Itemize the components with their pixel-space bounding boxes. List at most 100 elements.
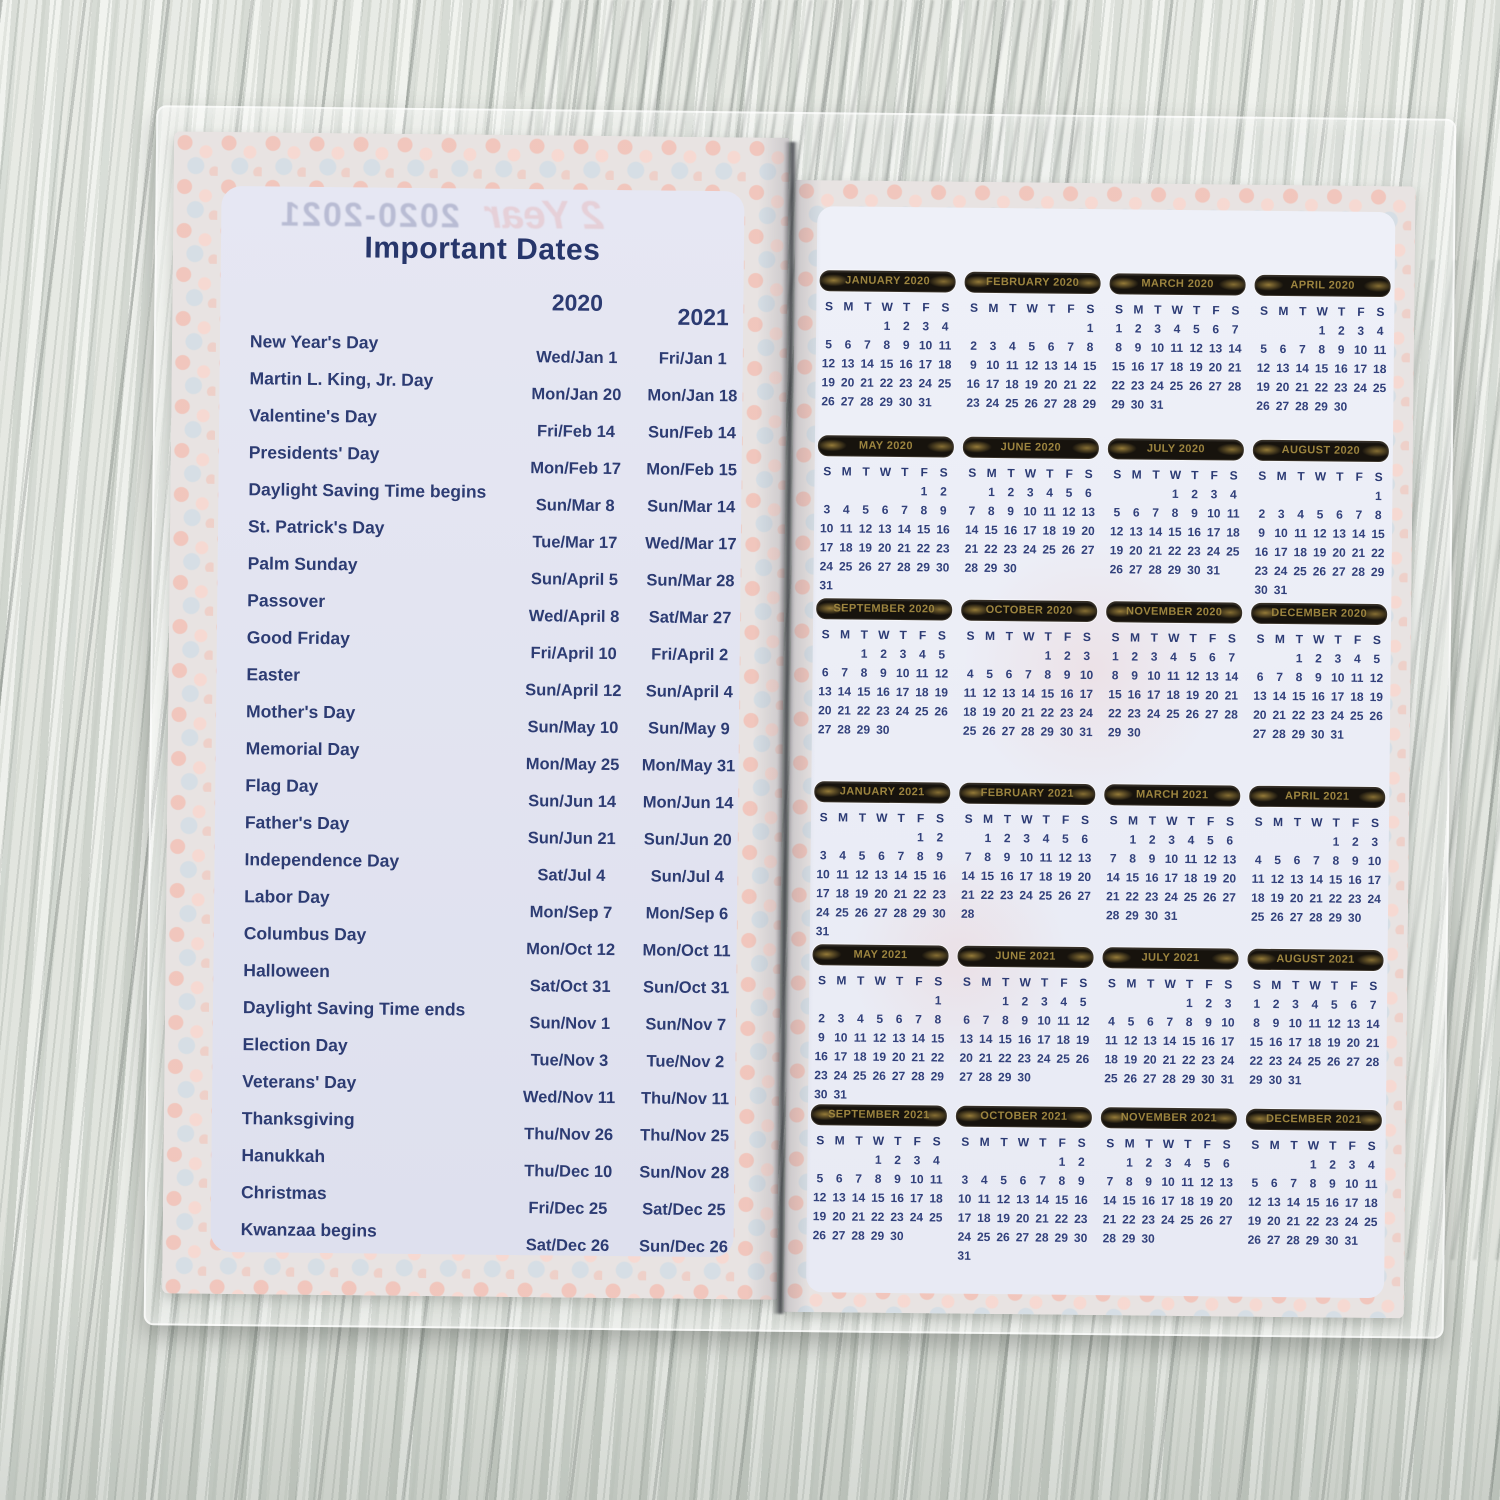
day-cell: 25 [1372, 380, 1387, 396]
day-cell: 11 [1350, 670, 1364, 685]
day-cell: 29 [1305, 1233, 1320, 1248]
holiday-row: Columbus Day Mon/Oct 12 Mon/Oct 11 [213, 923, 736, 965]
day-cell: 14 [837, 684, 852, 699]
week-row: 18 19 20 21 22 23 24 [1101, 1050, 1237, 1070]
day-cell: 24 [1164, 889, 1178, 904]
month-header: JUNE 2020 [962, 436, 1099, 460]
weekday-label: T [1005, 629, 1014, 644]
day-cell [895, 482, 915, 501]
day-cell: 24 [833, 1068, 848, 1083]
week-row: 16 17 18 19 20 21 22 [811, 1047, 947, 1067]
day-cell [1022, 318, 1042, 337]
day-cell: 10 [1274, 525, 1288, 541]
day-cell [889, 1086, 909, 1105]
day-cell: 21 [1106, 889, 1120, 904]
weekday-label: T [1334, 632, 1342, 647]
mini-calendar: MARCH 2021 S M T W T F S 1 2 3 4 5 6 7 8 9 10 11 12 13 14 15 16… [1103, 784, 1241, 948]
day-cell: 2 [1145, 1155, 1153, 1170]
day-cell: 22 [1108, 706, 1122, 721]
day-cell: 23 [1325, 1214, 1339, 1229]
day-cell: 10 [1079, 667, 1094, 683]
day-cell: 29 [1121, 1231, 1136, 1246]
day-cell: 20 [1289, 891, 1304, 906]
day-cell: 12 [1247, 1194, 1262, 1209]
holiday-row: New Year's Day Wed/Jan 1 Fri/Jan 1 [220, 331, 743, 373]
weekday-label: F [1065, 466, 1073, 481]
week-row: 23 24 25 26 27 28 29 [811, 1066, 947, 1086]
day-cell: 24 [1288, 1054, 1302, 1069]
day-cell: 19 [1199, 1194, 1214, 1209]
day-cell: 3 [1210, 487, 1218, 502]
day-cell: 20 [1208, 360, 1223, 375]
day-cell: 29 [1314, 399, 1328, 414]
right-page: JANUARY 2020 S M T W T F S 1 2 3 4 5 6 7 8 9 10 11 12 13 14 15… [783, 179, 1416, 1319]
day-cell: 22 [1125, 889, 1140, 904]
holiday-name: Halloween [243, 960, 331, 982]
weekday-label: S [964, 811, 973, 826]
holiday-row: Christmas Fri/Dec 25 Sat/Dec 25 [211, 1182, 734, 1224]
day-cell: 13 [1219, 1175, 1233, 1190]
month-header: APRIL 2020 [1254, 274, 1391, 298]
day-cell: 27 [1208, 379, 1222, 394]
day-cell: 24 [1019, 888, 1033, 903]
holiday-row: Daylight Saving Time begins Sun/Mar 8 Sun/… [218, 479, 741, 521]
day-cell: 8 [1295, 670, 1303, 685]
day-cell: 8 [920, 503, 928, 518]
day-cell: 7 [915, 1012, 922, 1027]
day-cell: 20 [959, 1050, 973, 1065]
day-cell: 11 [1184, 852, 1198, 867]
day-cell: 2 [1078, 1154, 1085, 1170]
day-cell: 7 [1228, 650, 1236, 665]
day-cell: 2 [1007, 485, 1015, 500]
week-row: 7 8 9 10 11 12 13 [962, 502, 1098, 522]
day-cell: 1 [1086, 320, 1094, 336]
day-cell [1343, 1072, 1363, 1091]
day-cell: 17 [1147, 687, 1161, 702]
month-header: NOVEMBER 2021 [1100, 1107, 1237, 1130]
day-cell: 1 [1332, 834, 1340, 849]
weekday-label: S [1374, 470, 1383, 485]
week-row: 12 13 14 15 16 17 18 [1254, 359, 1390, 379]
week-row: 1 [812, 990, 948, 1010]
day-cell: 7 [1276, 669, 1283, 685]
day-cell: 21 [1295, 380, 1309, 395]
day-cell: 14 [1106, 870, 1120, 885]
day-cell: 19 [1185, 688, 1200, 703]
day-cell: 2 [1063, 648, 1071, 663]
day-cell: 11 [915, 666, 929, 681]
day-cell [875, 482, 895, 501]
day-cell [1127, 484, 1147, 503]
day-cell: 18 [1005, 377, 1019, 392]
day-cell: 4 [1297, 507, 1305, 522]
day-cell: 13 [1143, 1033, 1157, 1048]
day-cell: 10 [1019, 850, 1034, 865]
weekday-label: T [1039, 1135, 1047, 1150]
day-cell: 26 [1247, 1232, 1262, 1247]
day-cell: 7 [901, 503, 908, 518]
day-cell: 17 [909, 1191, 924, 1206]
weekday-label: S [935, 811, 945, 826]
day-cell: 15 [1306, 1195, 1320, 1210]
weekday-label: W [876, 810, 888, 825]
weekday-label: S [823, 464, 832, 479]
weekday-label: M [1124, 1136, 1135, 1151]
day-cell: 21 [1272, 707, 1286, 723]
holiday-date-2021: Sat/Dec 25 [642, 1200, 726, 1220]
day-cell: 27 [1222, 890, 1236, 905]
weekday-label: W [1168, 630, 1180, 645]
weekday-label: M [1278, 303, 1289, 319]
day-cell: 7 [841, 665, 849, 680]
day-cell: 25 [929, 1210, 943, 1225]
day-cell: 19 [1189, 360, 1203, 375]
day-cell: 13 [1332, 526, 1347, 541]
day-cell: 6 [1019, 1173, 1027, 1188]
day-cell: 8 [1129, 851, 1137, 866]
day-cell: 29 [856, 722, 871, 737]
holiday-date-2020: Sun/Jun 14 [528, 792, 617, 812]
day-cell: 6 [881, 502, 889, 517]
day-cell: 25 [976, 1229, 991, 1245]
day-cell: 13 [1208, 341, 1223, 356]
